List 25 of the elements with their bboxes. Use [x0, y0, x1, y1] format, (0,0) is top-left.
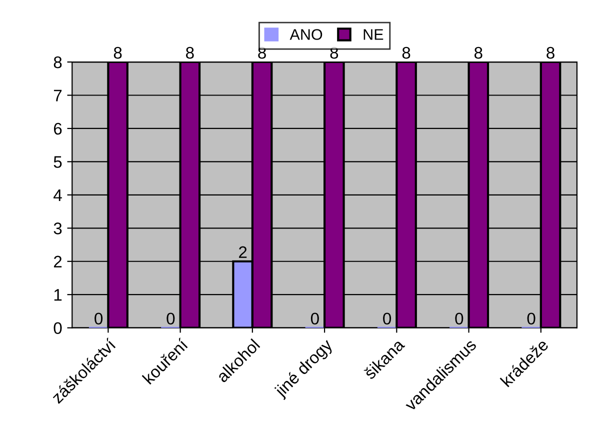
y-tick-label: 4: [54, 189, 62, 201]
y-tick-label: 5: [54, 156, 62, 168]
y-tick-label: 3: [54, 222, 62, 234]
data-label: 8: [330, 46, 338, 59]
data-label: 0: [166, 312, 175, 325]
y-tick-label: 1: [54, 289, 62, 301]
data-label: 8: [474, 46, 482, 59]
y-tick-label: 2: [54, 256, 62, 268]
data-label: 2: [239, 246, 247, 258]
data-label: 0: [527, 312, 536, 325]
y-tick-label: 6: [54, 122, 62, 135]
data-label: 8: [114, 46, 122, 59]
y-tick-label: 8: [54, 56, 62, 68]
y-tick-label: 7: [54, 90, 62, 102]
data-label: 8: [258, 46, 266, 59]
data-label: 8: [186, 46, 194, 59]
legend-label: NE: [364, 29, 384, 40]
legend-label: ANO: [290, 29, 322, 40]
data-label: 0: [94, 312, 103, 325]
y-tick-label: 0: [54, 322, 62, 334]
data-label: 0: [383, 312, 392, 325]
data-label: 0: [310, 312, 319, 325]
data-label: 8: [546, 46, 554, 59]
data-label: 8: [402, 46, 410, 59]
data-label: 0: [455, 312, 464, 325]
